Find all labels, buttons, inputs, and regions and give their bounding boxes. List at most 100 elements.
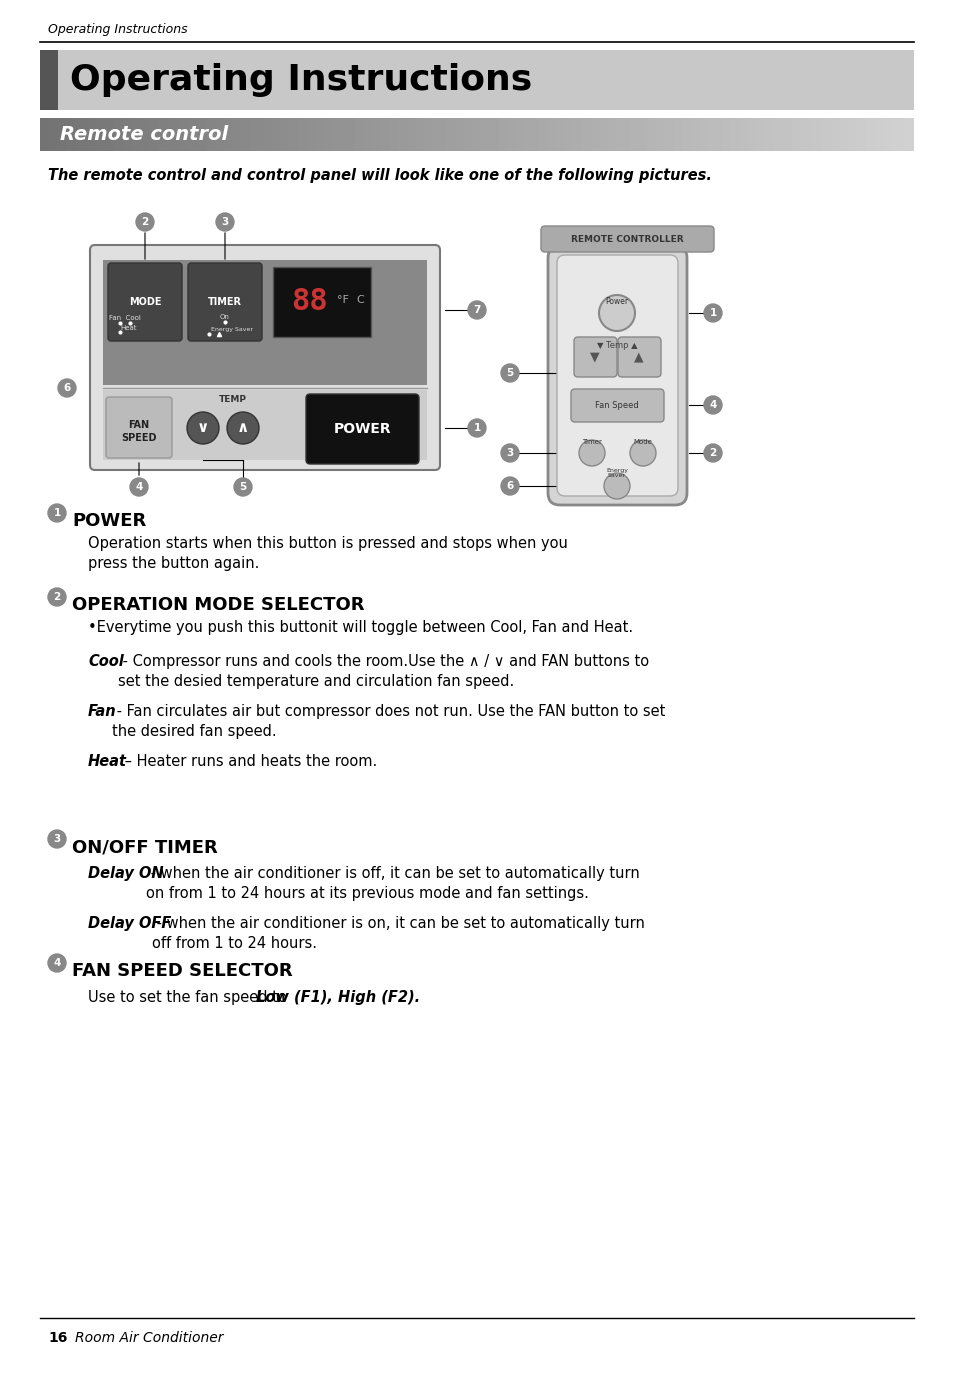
Text: 4: 4 (53, 958, 61, 968)
Text: SPEED: SPEED (121, 433, 156, 443)
Circle shape (130, 479, 148, 496)
FancyBboxPatch shape (574, 337, 617, 378)
Text: °F: °F (336, 295, 349, 306)
Circle shape (703, 444, 721, 462)
Text: 1: 1 (473, 423, 480, 433)
Text: 2: 2 (53, 592, 61, 602)
FancyBboxPatch shape (106, 397, 172, 458)
FancyBboxPatch shape (273, 267, 371, 337)
Text: 3: 3 (221, 217, 229, 227)
Circle shape (578, 440, 604, 466)
Text: - when the air conditioner is off, it can be set to automatically turn
on from 1: - when the air conditioner is off, it ca… (146, 866, 639, 900)
FancyBboxPatch shape (547, 246, 686, 505)
Circle shape (48, 954, 66, 972)
Circle shape (500, 364, 518, 382)
Text: 6: 6 (506, 481, 513, 491)
Circle shape (48, 830, 66, 848)
Text: C: C (355, 295, 363, 306)
Circle shape (227, 412, 258, 444)
Text: 3: 3 (53, 834, 61, 844)
Circle shape (233, 479, 252, 496)
Text: Operating Instructions: Operating Instructions (70, 64, 532, 97)
Text: Mode: Mode (633, 438, 652, 445)
Text: ▼ Temp ▲: ▼ Temp ▲ (596, 342, 637, 350)
Text: Timer: Timer (581, 438, 601, 445)
Text: 1: 1 (53, 508, 61, 519)
Text: Delay OFF: Delay OFF (88, 916, 172, 931)
FancyBboxPatch shape (306, 394, 418, 465)
Text: •Everytime you push this buttonit will toggle between Cool, Fan and Heat.: •Everytime you push this buttonit will t… (88, 620, 633, 635)
Text: Energy
Saver: Energy Saver (605, 467, 627, 479)
Text: Fan  Cool: Fan Cool (109, 315, 141, 321)
Circle shape (500, 477, 518, 495)
Text: POWER: POWER (71, 512, 146, 530)
Text: 4: 4 (135, 483, 143, 492)
Circle shape (48, 503, 66, 521)
Text: Delay ON: Delay ON (88, 866, 164, 881)
Circle shape (468, 419, 485, 437)
Text: Cool: Cool (88, 654, 124, 669)
Text: 16: 16 (48, 1330, 68, 1346)
Text: 7: 7 (473, 306, 480, 315)
Text: - when the air conditioner is on, it can be set to automatically turn
off from 1: - when the air conditioner is on, it can… (152, 916, 644, 950)
Circle shape (468, 301, 485, 319)
Text: Power: Power (605, 296, 628, 306)
Text: Operating Instructions: Operating Instructions (48, 24, 188, 36)
Circle shape (58, 379, 76, 397)
FancyBboxPatch shape (618, 337, 660, 378)
Text: Operation starts when this button is pressed and stops when you
press the button: Operation starts when this button is pre… (88, 537, 567, 571)
Circle shape (215, 213, 233, 231)
Text: FAN SPEED SELECTOR: FAN SPEED SELECTOR (71, 963, 293, 981)
Text: 6: 6 (63, 383, 71, 393)
Circle shape (136, 213, 153, 231)
FancyBboxPatch shape (40, 50, 58, 111)
Text: ∧: ∧ (236, 420, 249, 436)
FancyBboxPatch shape (188, 263, 262, 342)
Text: TEMP: TEMP (219, 396, 247, 404)
FancyBboxPatch shape (557, 254, 678, 496)
Text: ∨: ∨ (196, 420, 209, 436)
Text: ON/OFF TIMER: ON/OFF TIMER (71, 838, 217, 856)
Text: Remote control: Remote control (60, 124, 228, 144)
FancyBboxPatch shape (40, 50, 913, 111)
Text: 2: 2 (709, 448, 716, 458)
Text: ▲: ▲ (634, 350, 643, 364)
Text: Fan Speed: Fan Speed (595, 401, 639, 409)
Circle shape (187, 412, 219, 444)
Circle shape (603, 473, 629, 499)
Text: TIMER: TIMER (208, 297, 242, 307)
Text: MODE: MODE (129, 297, 161, 307)
Text: FAN: FAN (129, 420, 150, 430)
FancyBboxPatch shape (108, 263, 182, 342)
Text: 88: 88 (292, 288, 328, 317)
Circle shape (703, 304, 721, 322)
Text: - Compressor runs and cools the room.Use the ∧ / ∨ and FAN buttons to
set the de: - Compressor runs and cools the room.Use… (118, 654, 648, 689)
Text: 2: 2 (141, 217, 149, 227)
Circle shape (703, 396, 721, 414)
Text: Room Air Conditioner: Room Air Conditioner (75, 1330, 223, 1346)
Text: On: On (220, 314, 230, 319)
Text: REMOTE CONTROLLER: REMOTE CONTROLLER (570, 235, 682, 243)
Text: OPERATION MODE SELECTOR: OPERATION MODE SELECTOR (71, 596, 364, 614)
FancyBboxPatch shape (90, 245, 439, 470)
Text: - Fan circulates air but compressor does not run. Use the FAN button to set
the : - Fan circulates air but compressor does… (112, 704, 664, 739)
Text: Heat: Heat (88, 754, 127, 769)
FancyBboxPatch shape (103, 260, 427, 384)
Text: 4: 4 (709, 400, 716, 409)
Text: 1: 1 (709, 308, 716, 318)
Text: Energy Saver: Energy Saver (211, 326, 253, 332)
Text: Heat: Heat (120, 325, 136, 331)
Text: – Heater runs and heats the room.: – Heater runs and heats the room. (120, 754, 376, 769)
Circle shape (500, 444, 518, 462)
Text: Use to set the fan speed to: Use to set the fan speed to (88, 990, 291, 1005)
Text: POWER: POWER (334, 422, 392, 436)
Text: Low (F1), High (F2).: Low (F1), High (F2). (255, 990, 419, 1005)
FancyBboxPatch shape (103, 390, 427, 461)
Text: The remote control and control panel will look like one of the following picture: The remote control and control panel wil… (48, 167, 711, 183)
Text: ▼: ▼ (590, 350, 599, 364)
Text: 5: 5 (506, 368, 513, 378)
FancyBboxPatch shape (571, 389, 663, 422)
FancyBboxPatch shape (540, 225, 713, 252)
Text: Fan: Fan (88, 704, 116, 719)
Circle shape (629, 440, 656, 466)
